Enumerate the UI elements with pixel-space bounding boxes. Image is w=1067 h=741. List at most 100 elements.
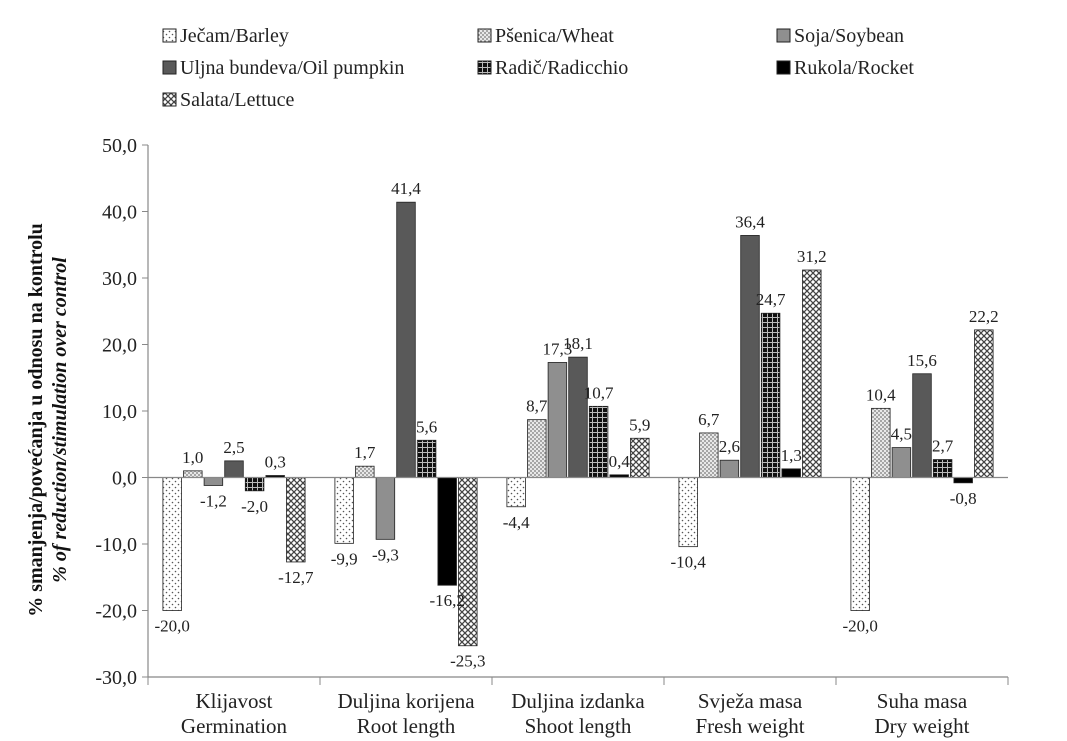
- legend-label: Soja/Soybean: [794, 25, 904, 47]
- legend-label: Rukola/Rocket: [794, 57, 914, 79]
- bar: [527, 419, 547, 478]
- legend-item: Pšenica/Wheat: [477, 25, 614, 47]
- x-category-label: Dry weight: [874, 714, 969, 738]
- data-label: 2,6: [719, 437, 740, 456]
- bar: [375, 477, 396, 540]
- x-category-label: Germination: [181, 714, 288, 738]
- x-category-label: Duljina izdanka: [511, 689, 645, 713]
- data-labels: -20,0 1,0 -1,2 2,5 -2,0 0,3 -12,7 -9,9 1,7 -9,3 41…: [154, 179, 998, 671]
- legend-item: Radič/Radicchio: [477, 57, 628, 79]
- y-tick-label: 0,0: [112, 468, 137, 490]
- data-label: 1,0: [182, 448, 203, 467]
- data-label: -20,0: [154, 617, 189, 636]
- legend-label: Radič/Radicchio: [495, 57, 628, 79]
- y-tick-label: -30,0: [95, 667, 137, 689]
- data-label: 5,9: [629, 415, 650, 434]
- bar: [891, 447, 912, 478]
- data-label: 10,7: [584, 383, 614, 402]
- bar: [630, 437, 650, 478]
- bar: [396, 201, 416, 478]
- data-label: -20,0: [842, 617, 877, 636]
- data-label: 41,4: [391, 179, 421, 198]
- data-label: 15,6: [907, 351, 937, 370]
- y-tick-label: 20,0: [102, 335, 137, 357]
- data-label: -2,0: [241, 497, 268, 516]
- data-label: -16,2: [429, 591, 464, 610]
- data-label: 36,4: [735, 212, 765, 231]
- legend-label: Pšenica/Wheat: [495, 25, 614, 47]
- data-label: 6,7: [698, 410, 720, 429]
- data-label: 17,3: [543, 339, 573, 358]
- bar: [588, 405, 609, 478]
- x-category-label: Duljina korijena: [337, 689, 475, 713]
- data-label: 5,6: [416, 417, 437, 436]
- data-label: 22,2: [969, 307, 999, 326]
- data-label: 2,7: [932, 437, 954, 456]
- data-label: -9,9: [331, 549, 358, 568]
- data-label: -4,4: [503, 513, 530, 532]
- y-axis: -30,0 -20,0 -10,0 0,0 10,0 20,0 30,0 40,0 50,0: [95, 135, 149, 689]
- bar: [740, 235, 760, 478]
- bar: [699, 432, 719, 478]
- legend-swatch: [162, 92, 177, 107]
- data-label: 1,7: [354, 443, 376, 462]
- bar-series: [162, 201, 994, 647]
- legend-item: Rukola/Rocket: [776, 57, 914, 79]
- x-category-label: Klijavost: [196, 689, 273, 713]
- data-label: 8,7: [526, 397, 548, 416]
- x-category-label: Shoot length: [525, 714, 632, 738]
- bar: [183, 470, 203, 478]
- bar: [458, 477, 478, 647]
- data-label: -12,7: [278, 568, 314, 587]
- data-label: 0,4: [609, 452, 631, 471]
- legend-item: Soja/Soybean: [776, 25, 904, 47]
- bar: [224, 460, 244, 478]
- y-axis-title: % smanjenja/povećanja u odnosu na kontro…: [25, 223, 47, 617]
- bar: [802, 269, 822, 478]
- bar: [547, 362, 568, 478]
- data-label: -1,2: [200, 491, 227, 510]
- legend-item: Ječam/Barley: [162, 25, 289, 47]
- x-category-label: Fresh weight: [695, 714, 804, 738]
- data-label: 4,5: [891, 425, 912, 444]
- data-label: 10,4: [866, 385, 896, 404]
- data-label: -9,3: [372, 545, 399, 564]
- bar: [334, 477, 354, 544]
- bar: [286, 477, 306, 563]
- y-axis-label: % smanjenja/povećanja u odnosu na kontro…: [25, 223, 71, 617]
- y-tick-label: 40,0: [102, 202, 137, 224]
- bar: [871, 407, 891, 478]
- y-tick-label: 30,0: [102, 268, 137, 290]
- bar: [974, 329, 994, 478]
- legend-item: Uljna bundeva/Oil pumpkin: [162, 57, 404, 79]
- legend-swatch: [477, 60, 492, 75]
- x-category-label: Root length: [357, 714, 456, 738]
- y-tick-label: -20,0: [95, 601, 137, 623]
- data-label: -10,4: [670, 553, 706, 572]
- data-label: 18,1: [563, 334, 593, 353]
- data-label: 31,2: [797, 247, 827, 266]
- x-category-label: Suha masa: [877, 689, 968, 713]
- legend-label: Ječam/Barley: [180, 25, 289, 47]
- bar: [437, 477, 457, 586]
- bar: [244, 477, 265, 492]
- data-label: 0,3: [265, 453, 286, 472]
- legend-swatch: [162, 60, 177, 75]
- bar: [416, 439, 437, 478]
- y-axis-subtitle: % of reduction/stimulation over control: [49, 257, 71, 583]
- bar: [506, 477, 526, 508]
- y-tick-label: 10,0: [102, 401, 137, 423]
- data-label: -25,3: [450, 652, 485, 671]
- x-category-label: Svježa masa: [698, 689, 803, 713]
- legend-item: Salata/Lettuce: [162, 89, 295, 111]
- bar: [678, 477, 698, 548]
- bar: [932, 459, 953, 478]
- data-label: 1,3: [781, 446, 802, 465]
- bar: [850, 477, 870, 611]
- bar: [162, 477, 182, 611]
- chart-legend: Ječam/Barley Pšenica/Wheat Soja/Soybean Ulj…: [162, 25, 914, 111]
- legend-swatch: [162, 28, 177, 43]
- data-label: 24,7: [756, 290, 786, 309]
